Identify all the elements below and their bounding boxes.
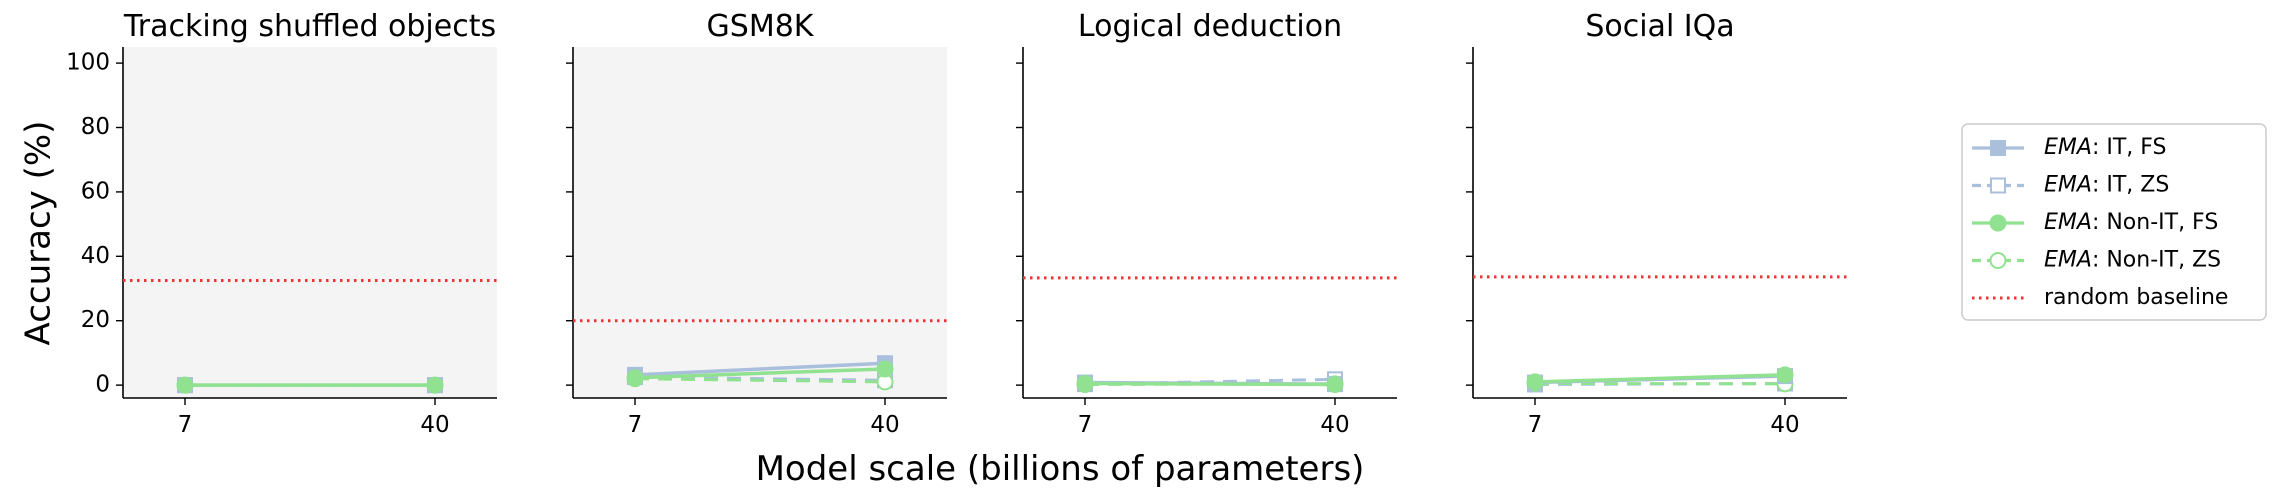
series-line (1084, 381, 1336, 387)
x-tick-label: 40 (1320, 412, 1349, 438)
data-point (1526, 373, 1544, 391)
panel-title: GSM8K (707, 9, 815, 44)
series-line (634, 367, 886, 380)
series-ema-nonit-fs (1526, 366, 1794, 391)
panel-background (1473, 47, 1847, 398)
legend-label-prefix: EMA (2044, 248, 2092, 273)
x-tick-label: 7 (1528, 412, 1543, 438)
panel-title: Logical deduction (1078, 9, 1342, 44)
legend-entry-random: random baseline (1972, 285, 2228, 310)
legend-label-suffix: : Non-IT, ZS (2092, 248, 2221, 273)
data-point (176, 376, 194, 394)
legend-label-suffix: : IT, ZS (2092, 173, 2169, 198)
y-tick-label: 80 (81, 114, 110, 140)
x-tick-label: 7 (628, 412, 643, 438)
legend-entry-ema-it-zs: EMA: IT, ZS (1972, 173, 2169, 198)
panels: Tracking shuffled objects 0 20 40 60 80 100 7 40… (66, 9, 1847, 438)
legend-label-suffix: : IT, FS (2092, 135, 2167, 160)
x-tick-label: 40 (870, 412, 899, 438)
legend-entry-ema-nonit-fs: EMA: Non-IT, FS (1972, 210, 2218, 235)
legend-label-suffix: : Non-IT, FS (2092, 210, 2218, 235)
legend-label: EMA: IT, FS (2044, 135, 2167, 160)
legend-label: EMA: IT, ZS (2044, 173, 2169, 198)
y-tick-label: 20 (81, 307, 110, 333)
x-tick-label: 40 (1770, 412, 1799, 438)
series-line (1534, 373, 1786, 384)
legend-label: random baseline (2044, 285, 2228, 310)
data-point (1076, 375, 1094, 393)
x-tick-label: 7 (1078, 412, 1093, 438)
legend-label: EMA: Non-IT, ZS (2044, 248, 2221, 273)
x-tick-label: 7 (178, 412, 193, 438)
legend-entry-ema-it-fs: EMA: IT, FS (1972, 135, 2167, 160)
panel-title: Social IQa (1585, 9, 1734, 44)
legend-frame (1961, 123, 2267, 321)
data-point (1776, 366, 1794, 384)
y-tick-label: 100 (66, 50, 110, 76)
y-axis-label: Accuracy (%) (19, 121, 59, 346)
x-tick-label: 40 (420, 412, 449, 438)
panel-1: Tracking shuffled objects 0 20 40 60 80 100 7 40 (66, 9, 497, 438)
y-tick-label: 40 (81, 243, 110, 269)
data-point (626, 369, 644, 387)
x-axis-label: Model scale (billions of parameters) (756, 449, 1365, 489)
legend-label-prefix: EMA (2044, 210, 2092, 235)
panel-3: Logical deduction 7 40 (1016, 9, 1397, 438)
data-point (1326, 375, 1344, 393)
legend-swatch-marker (1990, 140, 2006, 156)
series-line (634, 361, 886, 377)
panel-background (123, 47, 497, 398)
panel-2: GSM8K 7 40 (566, 9, 947, 438)
data-point (426, 376, 444, 394)
panel-4: Social IQa 7 40 (1466, 9, 1847, 438)
panel-background (573, 47, 947, 398)
legend-label-suffix: random baseline (2044, 285, 2228, 310)
y-tick-label: 0 (95, 372, 110, 398)
series-ema-nonit-fs (176, 376, 444, 394)
panel-background (1023, 47, 1397, 398)
y-tick-label: 60 (81, 178, 110, 204)
legend-label-prefix: EMA (2044, 173, 2092, 198)
series-line (634, 375, 886, 382)
series-ema-nonit-fs (626, 360, 894, 387)
series-ema-nonit-fs (1076, 375, 1344, 393)
data-point (876, 360, 894, 378)
panel-title: Tracking shuffled objects (123, 9, 496, 44)
legend-swatch-marker (1990, 177, 2006, 194)
legend-swatch-marker (1989, 252, 2007, 269)
legend-entry-ema-nonit-zs: EMA: Non-IT, ZS (1972, 248, 2221, 273)
legend-label: EMA: Non-IT, FS (2044, 210, 2218, 235)
legend-swatch-marker (1989, 214, 2007, 232)
series-line (634, 377, 886, 384)
legend-label-prefix: EMA (2044, 135, 2092, 160)
